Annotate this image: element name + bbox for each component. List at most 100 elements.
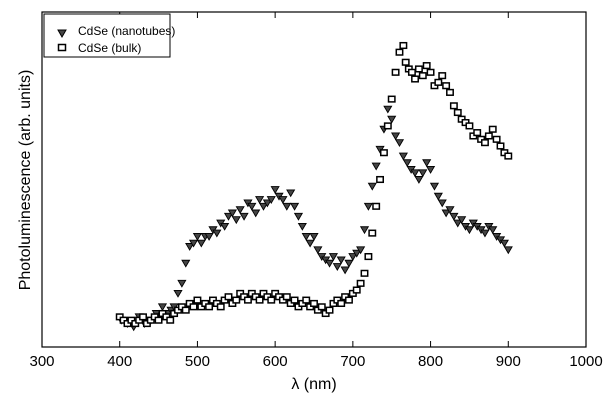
nanotubes-data-point xyxy=(181,259,191,268)
nanotubes-data-point xyxy=(305,239,315,248)
nanotubes-data-point xyxy=(433,192,443,201)
bulk-data-point xyxy=(325,306,334,314)
nanotubes-data-point xyxy=(449,212,459,221)
bulk-data-point xyxy=(496,142,505,150)
nanotubes-data-point xyxy=(251,209,261,218)
nanotubes-data-point xyxy=(220,222,230,231)
data-points xyxy=(115,41,513,332)
nanotubes-data-point xyxy=(309,232,319,241)
nanotubes-data-point xyxy=(286,189,296,198)
bulk-data-point xyxy=(411,75,419,83)
x-tick-label: 500 xyxy=(185,353,210,370)
nanotubes-data-point xyxy=(188,239,199,248)
bulk-data-point xyxy=(282,293,291,301)
bulk-data-point xyxy=(352,286,361,294)
nanotubes-data-point xyxy=(348,253,358,261)
bulk-data-point xyxy=(356,279,365,287)
nanotubes-data-point xyxy=(266,196,276,204)
bulk-data-point xyxy=(391,68,400,76)
bulk-data-point xyxy=(453,108,462,117)
bulk-data-point xyxy=(399,41,408,50)
nanotubes-data-point xyxy=(425,165,436,174)
nanotubes-data-point xyxy=(488,226,498,235)
bulk-data-point xyxy=(414,65,423,73)
x-tick-label: 700 xyxy=(340,353,365,370)
nanotubes-data-point xyxy=(192,232,203,241)
nanotubes-data-point xyxy=(398,152,408,161)
nanotubes-data-point xyxy=(332,263,342,271)
bulk-data-point xyxy=(243,296,252,304)
nanotubes-data-point xyxy=(394,139,405,148)
bulk-data-point xyxy=(387,95,396,103)
nanotubes-data-point xyxy=(297,222,307,231)
bulk-data-point xyxy=(189,303,198,311)
nanotubes-data-point xyxy=(185,243,195,251)
bulk-data-point xyxy=(376,175,385,184)
x-tick-label: 900 xyxy=(496,353,521,370)
nanotubes-data-point xyxy=(422,159,432,168)
bulk-data-point xyxy=(139,313,147,321)
bulk-data-point xyxy=(364,253,373,261)
legend-nanotubes-marker xyxy=(57,29,67,39)
nanotubes-data-point xyxy=(223,212,234,221)
bulk-data-point xyxy=(401,58,410,66)
bulk-data-point xyxy=(481,139,489,147)
nanotubes-data-point xyxy=(231,216,241,225)
nanotubes-data-point xyxy=(480,229,490,238)
nanotubes-data-point xyxy=(429,182,440,191)
nanotubes-data-point xyxy=(177,279,187,288)
nanotubes-data-point xyxy=(352,249,362,258)
nanotubes-data-point xyxy=(418,169,428,178)
nanotubes-data-point xyxy=(410,169,420,178)
bulk-data-point xyxy=(407,68,416,76)
bulk-data-point xyxy=(360,269,369,277)
nanotubes-data-point xyxy=(340,266,350,275)
bulk-data-point xyxy=(267,296,276,304)
nanotubes-data-point xyxy=(457,216,467,225)
nanotubes-data-point xyxy=(402,159,412,168)
nanotubes-data-point xyxy=(313,246,323,255)
legend-nanotubes-label: CdSe (nanotubes) xyxy=(78,24,175,38)
nanotubes-data-point xyxy=(324,259,335,268)
bulk-data-point xyxy=(442,82,451,90)
nanotubes-data-point xyxy=(441,209,451,218)
x-tick-label: 300 xyxy=(29,353,54,370)
bulk-data-point xyxy=(383,122,392,130)
nanotubes-data-point xyxy=(414,176,424,184)
nanotubes-data-point xyxy=(289,202,300,211)
bulk-data-point xyxy=(446,88,454,96)
x-axis-label: λ (nm) xyxy=(291,376,336,393)
bulk-data-point xyxy=(488,125,497,133)
bulk-data-point xyxy=(473,129,482,137)
nanotubes-data-point xyxy=(359,226,370,235)
nanotubes-data-point xyxy=(173,289,183,298)
bulk-data-point xyxy=(232,296,241,304)
bulk-data-point xyxy=(224,293,233,301)
x-tick-label: 1000 xyxy=(569,353,602,370)
bulk-data-point xyxy=(438,72,447,80)
x-tick-label: 600 xyxy=(263,353,288,370)
bulk-data-point xyxy=(504,152,513,160)
nanotubes-data-point xyxy=(301,232,311,241)
nanotubes-data-point xyxy=(503,246,513,255)
nanotubes-data-point xyxy=(278,196,288,204)
bulk-data-point xyxy=(449,102,458,110)
bulk-data-point xyxy=(154,316,163,324)
nanotubes-data-point xyxy=(391,132,401,141)
x-tick-label: 400 xyxy=(107,353,132,370)
nanotubes-data-point xyxy=(255,196,265,204)
bulk-data-point xyxy=(216,303,225,311)
nanotubes-data-point xyxy=(356,246,366,255)
nanotubes-data-point xyxy=(371,162,381,171)
nanotubes-data-point xyxy=(383,105,393,114)
bulk-data-point xyxy=(484,132,493,140)
nanotubes-data-point xyxy=(282,202,292,211)
nanotubes-data-point xyxy=(235,206,245,215)
bulk-data-point xyxy=(379,149,388,157)
nanotubes-data-point xyxy=(437,199,447,208)
bulk-data-point xyxy=(310,299,318,307)
nanotubes-data-point xyxy=(336,256,346,265)
bulk-data-point xyxy=(395,48,404,56)
